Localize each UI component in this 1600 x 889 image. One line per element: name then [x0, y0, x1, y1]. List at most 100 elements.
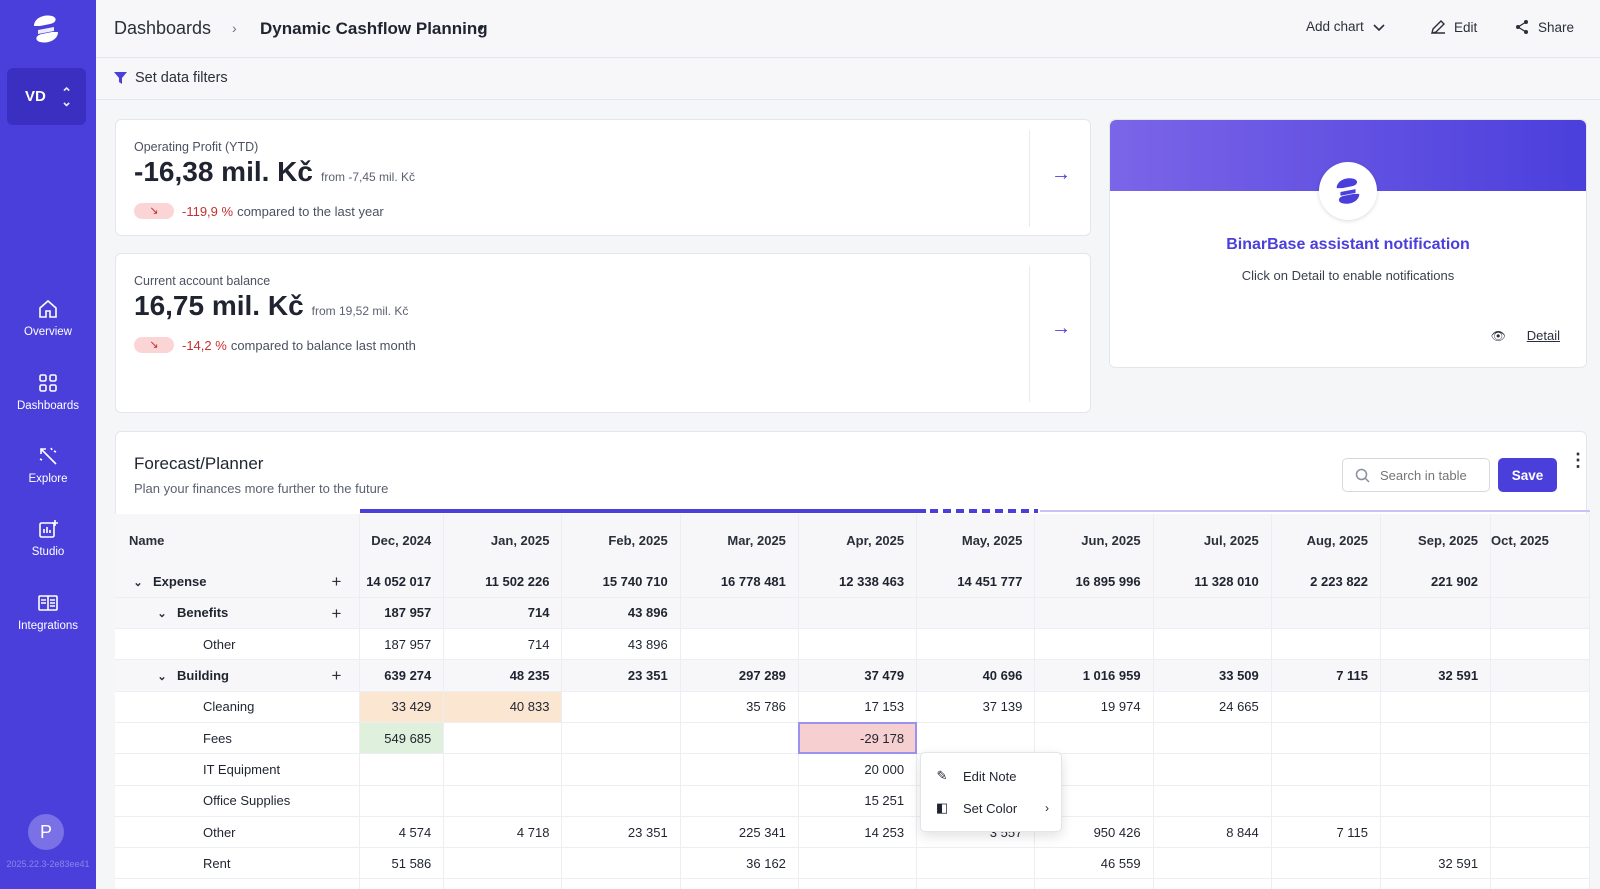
table-cell[interactable]	[1271, 847, 1382, 880]
table-cell[interactable]	[443, 847, 563, 880]
table-cell[interactable]: 16 895 996	[1034, 566, 1154, 598]
table-cell[interactable]	[359, 785, 445, 817]
nav-overview[interactable]: Overview	[0, 298, 96, 338]
table-cell[interactable]: 1 016 959	[1034, 659, 1154, 692]
table-cell[interactable]: 7 115	[1271, 816, 1382, 849]
breadcrumb-dashboards[interactable]: Dashboards	[114, 18, 212, 38]
column-header-month[interactable]: Dec, 2024	[359, 514, 445, 566]
table-cell[interactable]	[680, 597, 799, 630]
table-cell[interactable]	[561, 878, 681, 889]
search-input[interactable]	[1380, 467, 1480, 483]
table-cell[interactable]: 37 139	[916, 691, 1036, 723]
table-cell[interactable]	[1380, 753, 1492, 786]
table-cell[interactable]: 51 586	[359, 847, 445, 880]
table-cell[interactable]: 4 574	[359, 816, 445, 849]
table-cell[interactable]: 12 338 463	[798, 566, 918, 598]
table-cell[interactable]: 297 289	[680, 659, 799, 692]
table-cell[interactable]	[1380, 722, 1492, 755]
table-cell[interactable]	[1380, 691, 1492, 723]
table-cell[interactable]: 40 833	[443, 691, 563, 723]
table-cell[interactable]	[916, 878, 1036, 889]
table-cell[interactable]: 11 502 226	[443, 566, 563, 598]
table-cell[interactable]: 639 274	[359, 659, 445, 692]
page-title[interactable]: Dynamic Cashflow Planning	[260, 19, 488, 38]
table-cell[interactable]: 16 778 481	[680, 566, 799, 598]
table-cell[interactable]: 221 902	[1380, 566, 1492, 598]
column-header-month[interactable]: Jul, 2025	[1153, 514, 1272, 566]
table-cell[interactable]: 40 696	[916, 659, 1036, 692]
table-cell[interactable]: 33 429	[359, 691, 445, 723]
table-cell[interactable]: 17 153	[798, 691, 918, 723]
table-cell[interactable]: 43 896	[561, 628, 681, 661]
table-cell[interactable]	[443, 785, 563, 817]
table-cell[interactable]	[916, 628, 1036, 661]
chevron-down-icon[interactable]: ⌄	[157, 671, 167, 684]
table-cell[interactable]: 32 591	[1380, 659, 1492, 692]
table-cell[interactable]	[916, 722, 1036, 755]
table-cell[interactable]	[1490, 722, 1590, 755]
table-cell[interactable]: 15 251	[798, 785, 918, 817]
table-cell[interactable]: 43 896	[561, 597, 681, 630]
table-cell[interactable]	[561, 847, 681, 880]
user-avatar[interactable]: P	[28, 814, 64, 850]
table-cell[interactable]	[1271, 597, 1382, 630]
table-cell[interactable]	[680, 785, 799, 817]
table-cell[interactable]	[1153, 628, 1272, 661]
table-cell[interactable]	[1271, 753, 1382, 786]
table-cell[interactable]	[680, 722, 799, 755]
table-cell[interactable]	[443, 722, 563, 755]
column-header-month[interactable]: Mar, 2025	[680, 514, 799, 566]
column-header-month[interactable]: Apr, 2025	[798, 514, 918, 566]
column-header-month[interactable]: May, 2025	[916, 514, 1036, 566]
table-cell[interactable]	[561, 691, 681, 723]
column-header-month[interactable]: Oct, 2025	[1490, 514, 1590, 566]
table-cell[interactable]: 46 559	[1034, 847, 1154, 880]
table-cell[interactable]: 7 115	[1271, 659, 1382, 692]
table-cell[interactable]	[1490, 878, 1590, 889]
table-cell[interactable]	[1153, 847, 1272, 880]
table-cell[interactable]	[1490, 785, 1590, 817]
table-cell[interactable]: 14 052 017	[359, 566, 445, 598]
nav-studio[interactable]: Studio	[0, 518, 96, 558]
table-cell[interactable]	[680, 878, 799, 889]
detail-link[interactable]: Detail	[1526, 328, 1560, 343]
table-cell[interactable]	[1490, 753, 1590, 786]
table-cell[interactable]	[680, 753, 799, 786]
table-cell[interactable]: 15 740 710	[561, 566, 681, 598]
table-cell[interactable]	[1380, 628, 1492, 661]
nav-dashboards[interactable]: Dashboards	[0, 372, 96, 412]
table-cell[interactable]: 549 685	[359, 722, 445, 755]
column-header-month[interactable]: Aug, 2025	[1271, 514, 1382, 566]
nav-integrations[interactable]: Integrations	[0, 592, 96, 632]
table-cell[interactable]: 33 509	[1153, 659, 1272, 692]
table-cell[interactable]: -29 178	[798, 722, 918, 755]
table-cell[interactable]	[1490, 691, 1590, 723]
table-cell[interactable]	[1490, 847, 1590, 880]
table-cell[interactable]: 36 162	[680, 847, 799, 880]
table-cell[interactable]	[916, 847, 1036, 880]
table-cell[interactable]	[1034, 722, 1154, 755]
table-cell[interactable]	[798, 597, 918, 630]
table-cell[interactable]	[359, 878, 445, 889]
table-cell[interactable]	[680, 628, 799, 661]
nav-explore[interactable]: Explore	[0, 445, 96, 485]
column-header-month[interactable]: Sep, 2025	[1380, 514, 1492, 566]
set-color-menu-item[interactable]: ◧ Set Color ›	[921, 793, 1061, 823]
table-cell[interactable]	[1490, 566, 1590, 598]
table-cell[interactable]	[798, 628, 918, 661]
table-cell[interactable]	[561, 785, 681, 817]
table-cell[interactable]: 37 479	[798, 659, 918, 692]
table-cell[interactable]	[359, 753, 445, 786]
table-cell[interactable]: 2 223 822	[1271, 566, 1382, 598]
more-options-icon[interactable]: ⋮	[1569, 450, 1587, 470]
table-cell[interactable]	[1380, 878, 1492, 889]
table-cell[interactable]	[1380, 816, 1492, 849]
table-cell[interactable]: 187 957	[359, 597, 445, 630]
edit-note-menu-item[interactable]: ✎ Edit Note	[921, 761, 1061, 791]
table-cell[interactable]	[916, 597, 1036, 630]
column-header-month[interactable]: Jun, 2025	[1034, 514, 1154, 566]
table-cell[interactable]: 32 591	[1380, 847, 1492, 880]
table-cell[interactable]: 20 000	[798, 753, 918, 786]
edit-button[interactable]: Edit	[1430, 19, 1477, 35]
table-cell[interactable]	[1153, 722, 1272, 755]
